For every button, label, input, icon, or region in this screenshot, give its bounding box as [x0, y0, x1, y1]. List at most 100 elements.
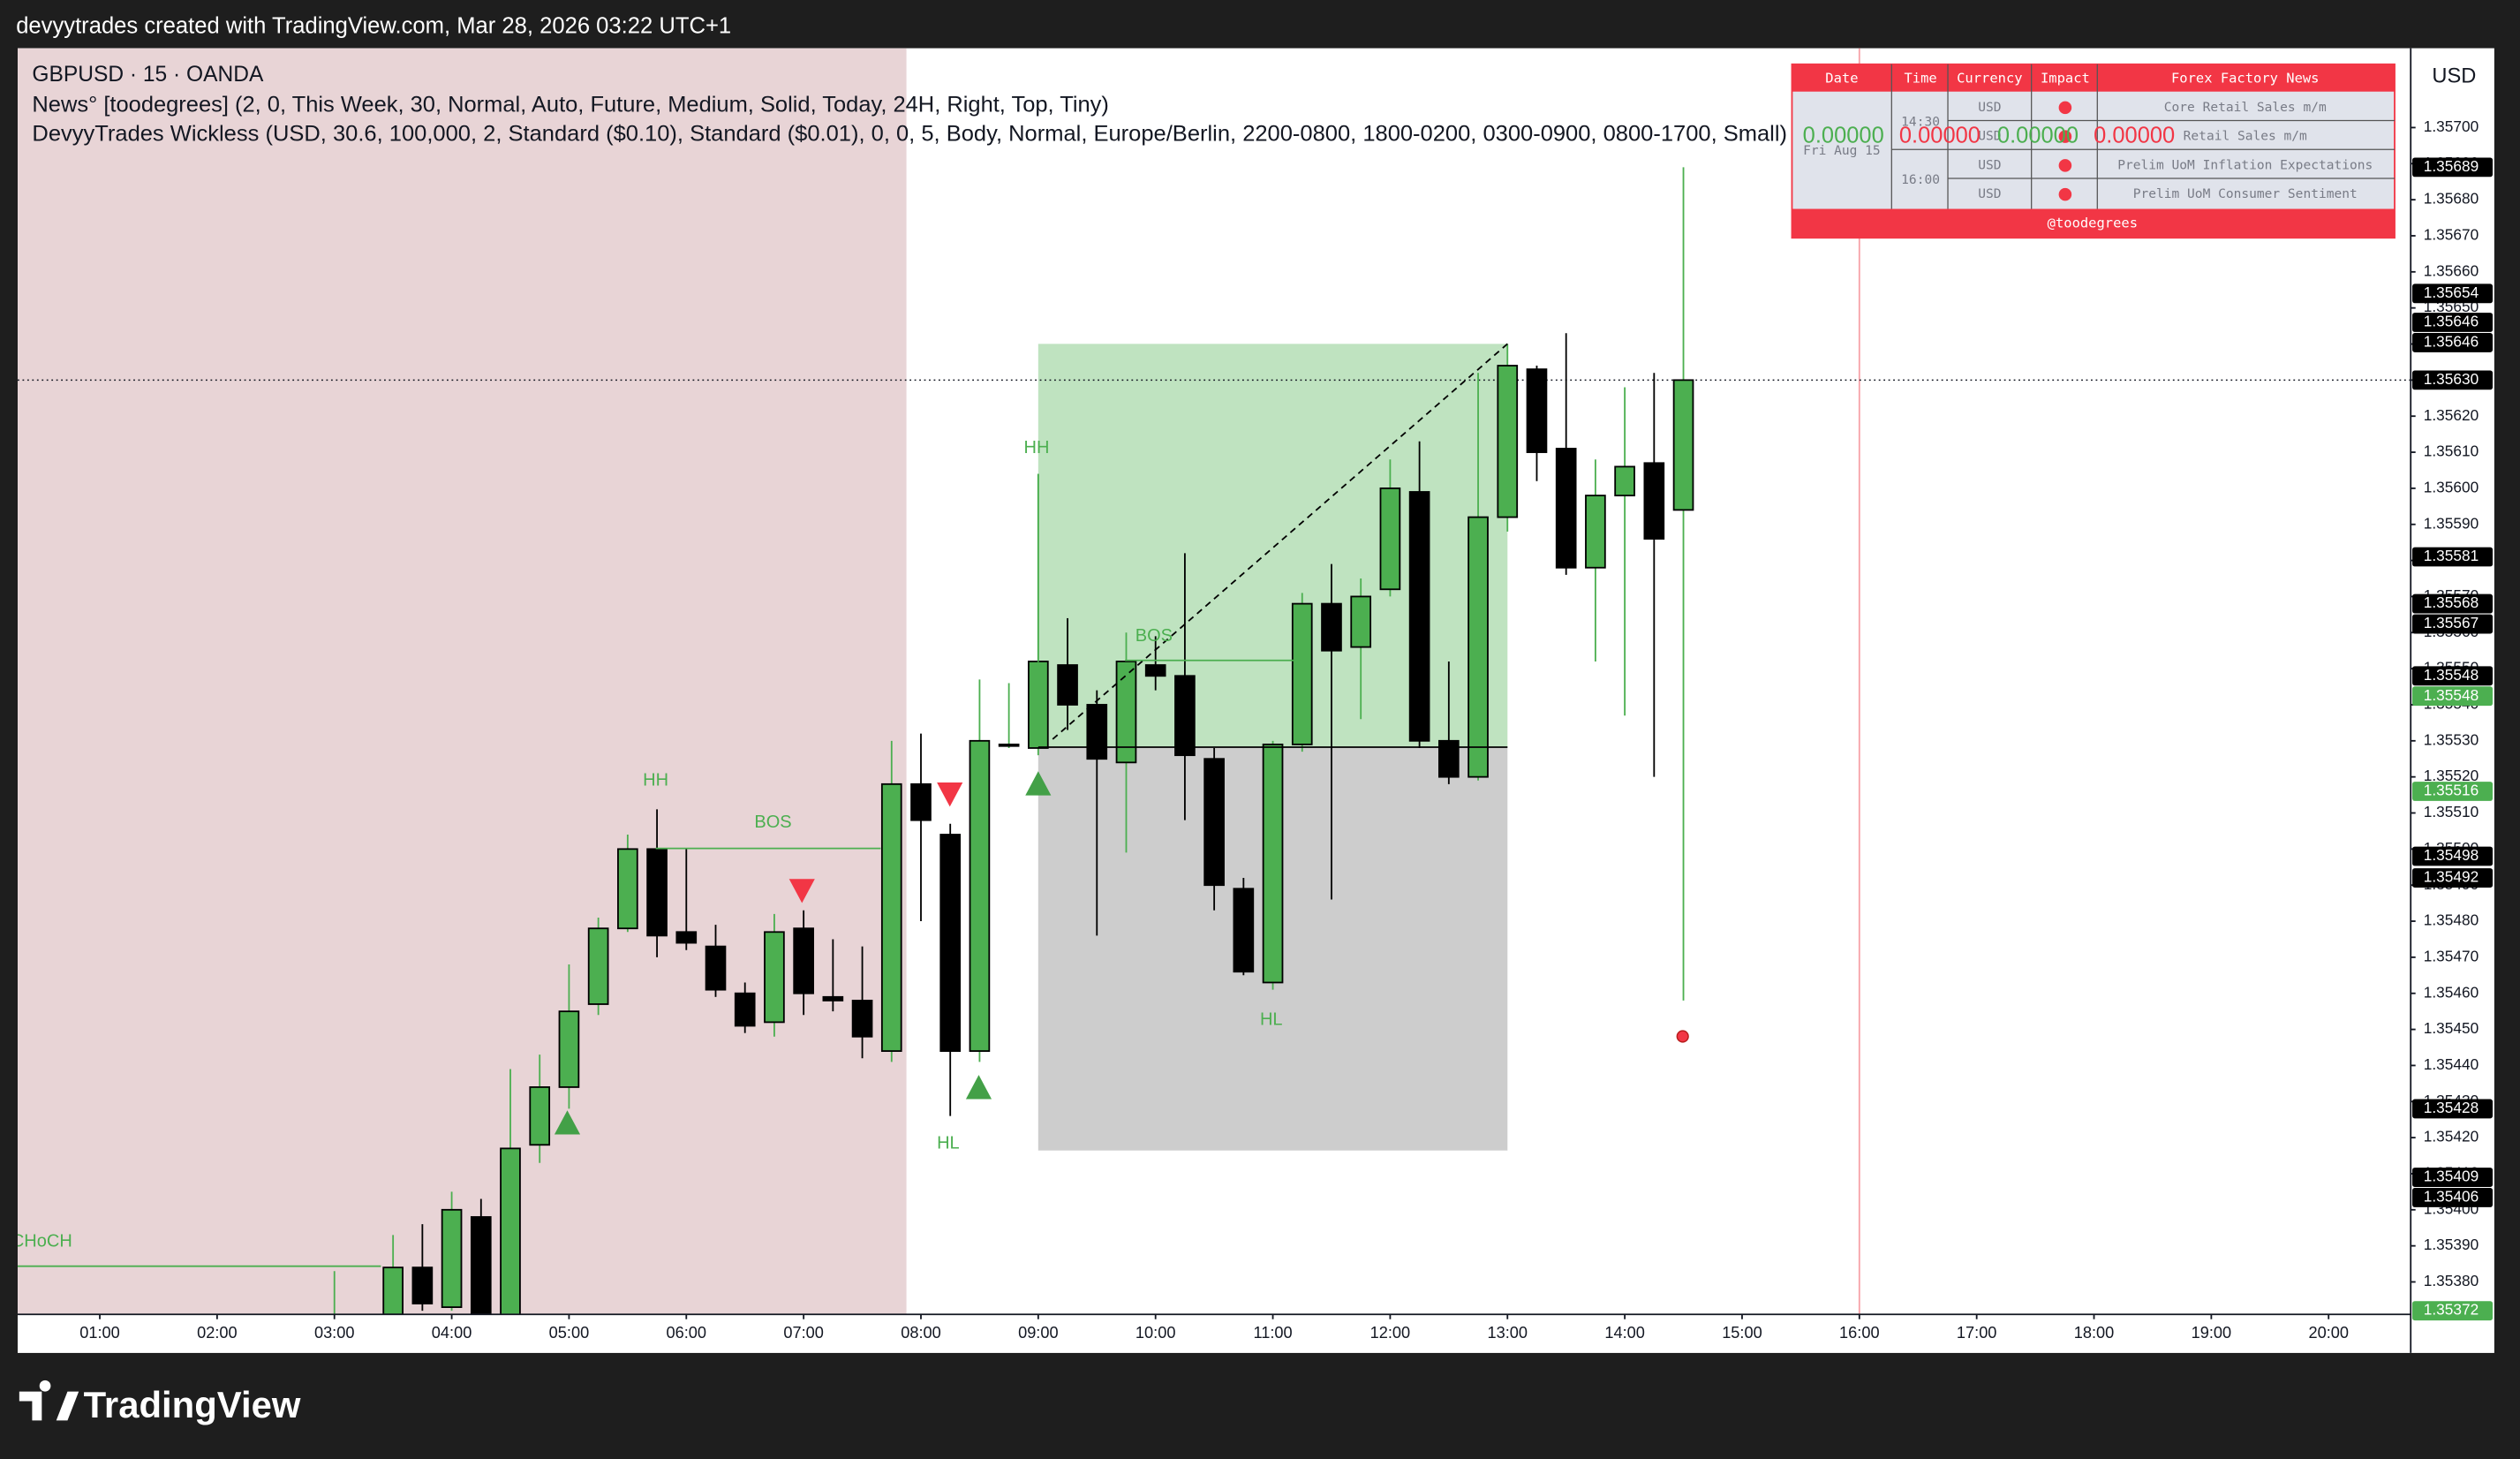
news-table: Date Time Currency Impact Forex Factory …: [1791, 63, 2396, 239]
x-tick-label: 03:00: [314, 1324, 355, 1342]
buy-signal: [554, 1110, 581, 1135]
table-time: 14:30: [1901, 114, 1940, 129]
price-marker: [2412, 1168, 2494, 1187]
price-marker: [2412, 157, 2494, 178]
candle-body: [969, 739, 991, 1052]
overlays: HH BOS HL HH BOS HL CHoCH: [18, 343, 1689, 1267]
x-tick-label: 09:00: [1018, 1324, 1059, 1342]
x-tick-label: 04:00: [432, 1324, 472, 1342]
sell-signal: [937, 782, 963, 807]
y-tick-label: 1.35480: [2424, 911, 2479, 929]
indicator-legend: DevyyTrades Wickless (USD, 30.6, 100,000…: [32, 122, 1787, 146]
table-header-cell: Currency: [1957, 71, 2022, 87]
candle-body: [880, 782, 902, 1052]
price-marker: [2412, 370, 2494, 390]
price-marker: [2412, 1099, 2494, 1119]
sell-signal: [788, 879, 815, 903]
candle-body: [1555, 448, 1577, 569]
candle-body: [470, 1216, 492, 1315]
candle-body: [793, 927, 814, 994]
overlay-value: 0.00000: [1803, 123, 1884, 147]
candle-body: [939, 834, 962, 1052]
table-time: 16:00: [1901, 172, 1940, 187]
price-marker: [2412, 1301, 2494, 1321]
price-marker: [2412, 547, 2494, 567]
table-header-cell: Forex Factory News: [2171, 71, 2320, 87]
annotation: HH: [643, 771, 668, 790]
candle-body: [382, 1266, 404, 1315]
table-grid: [1890, 64, 2396, 209]
candle-body: [734, 992, 756, 1027]
x-tick-label: 12:00: [1370, 1324, 1411, 1342]
candle-body: [558, 1010, 580, 1088]
table-currency: USD: [1978, 100, 2001, 115]
x-tick-label: 11:00: [1253, 1324, 1292, 1342]
candles: [333, 167, 1694, 1315]
y-tick-label: 1.35600: [2424, 478, 2479, 495]
candle-body: [1115, 661, 1137, 764]
candle-body: [441, 1208, 463, 1308]
price-marker-label: 1.35630: [2424, 370, 2479, 388]
annotation: HH: [1024, 438, 1050, 457]
price-marker-label: 1.35654: [2424, 283, 2479, 301]
candle-body: [411, 1266, 434, 1304]
news-dot: [1676, 1030, 1689, 1043]
annotation: HL: [1260, 1010, 1283, 1030]
price-marker-label: 1.35372: [2424, 1301, 2479, 1319]
table-event: Prelim UoM Inflation Expectations: [2117, 157, 2373, 172]
axes: 01:00 02:00 03:00 04:00 05:00 06:00 07:00 08:00…: [79, 117, 2494, 1342]
candle-body: [500, 1147, 521, 1315]
x-tick-label: 16:00: [1839, 1324, 1880, 1342]
y-tick-label: 1.35420: [2424, 1128, 2479, 1145]
logo: TradingView: [19, 1380, 301, 1425]
y-tick-label: 1.35670: [2424, 226, 2479, 244]
table-header-cell: Impact: [2041, 71, 2090, 87]
price-marker-label: 1.35581: [2424, 547, 2479, 564]
annotation: HL: [937, 1134, 960, 1153]
candle-body: [1408, 491, 1430, 742]
x-tick-label: 06:00: [667, 1324, 707, 1342]
buy-signal: [965, 1075, 992, 1100]
impact-dot: [2058, 159, 2072, 172]
candle-body: [1174, 675, 1196, 757]
candle-body: [617, 848, 638, 930]
price-marker-label: 1.35548: [2424, 666, 2479, 684]
y-tick-label: 1.35390: [2424, 1236, 2479, 1253]
table-header: [1792, 64, 2396, 92]
candle-body: [1497, 365, 1519, 518]
y-tick-label: 1.35460: [2424, 983, 2479, 1001]
price-marker: [2412, 313, 2494, 332]
price-marker-label: 1.35409: [2424, 1168, 2479, 1185]
x-tick-label: 18:00: [2074, 1324, 2115, 1342]
price-marker-label: 1.35568: [2424, 593, 2479, 611]
price-marker: [2412, 614, 2494, 634]
candle-body: [1585, 495, 1606, 569]
x-tick-label: 07:00: [783, 1324, 824, 1342]
attribution: devyytrades created with TradingView.com…: [16, 14, 731, 39]
x-tick-label: 17:00: [1957, 1324, 1997, 1342]
candle-body: [1144, 664, 1166, 677]
candle-body: [851, 999, 873, 1038]
y-tick-label: 1.35660: [2424, 261, 2479, 279]
x-tick-label: 13:00: [1487, 1324, 1528, 1342]
price-marker: [2412, 593, 2494, 614]
table-event: Core Retail Sales m/m: [2164, 100, 2327, 115]
table-header-cell: Date: [1825, 71, 1858, 87]
candle-body: [529, 1086, 551, 1146]
table-date: Fri Aug 15: [1803, 143, 1881, 158]
x-tick-label: 14:00: [1604, 1324, 1645, 1342]
candle-body: [1203, 758, 1225, 887]
table-currency: USD: [1978, 186, 2001, 201]
price-marker-label: 1.35498: [2424, 846, 2479, 864]
candle-body: [705, 945, 727, 991]
y-tick-label: 1.35530: [2424, 730, 2479, 748]
price-marker-label: 1.35516: [2424, 782, 2479, 799]
candle-body: [1614, 465, 1635, 496]
candle-body: [587, 927, 609, 1005]
y-tick-label: 1.35380: [2424, 1272, 2479, 1289]
price-marker: [2412, 283, 2494, 304]
candle-body: [764, 931, 785, 1024]
y-tick-label: 1.35510: [2424, 803, 2479, 820]
